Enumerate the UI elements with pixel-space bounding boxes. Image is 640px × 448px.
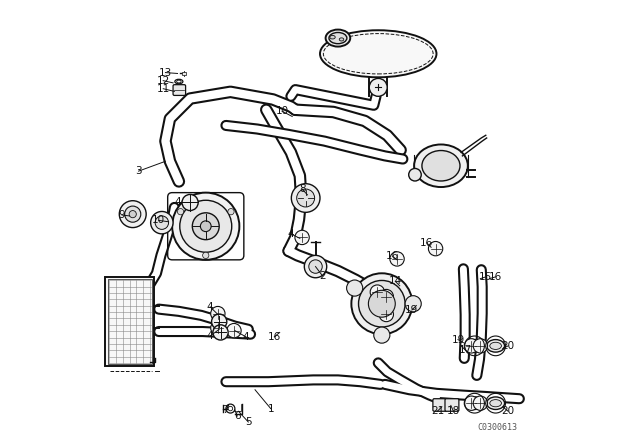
Circle shape: [464, 396, 479, 410]
Text: 19: 19: [451, 335, 465, 345]
Text: 19: 19: [405, 305, 419, 315]
Bar: [108, 279, 152, 364]
Text: 16: 16: [420, 238, 433, 248]
Circle shape: [125, 206, 141, 222]
Circle shape: [390, 252, 404, 266]
Circle shape: [305, 255, 326, 278]
Circle shape: [351, 273, 412, 334]
Circle shape: [211, 321, 225, 335]
Text: 17: 17: [459, 345, 472, 355]
Bar: [106, 277, 154, 366]
Circle shape: [308, 260, 323, 273]
Text: 8: 8: [299, 184, 305, 194]
Ellipse shape: [468, 400, 481, 407]
FancyBboxPatch shape: [433, 399, 447, 411]
Circle shape: [182, 194, 198, 211]
Circle shape: [172, 193, 239, 260]
Text: 20: 20: [502, 406, 515, 416]
Circle shape: [213, 325, 228, 340]
FancyBboxPatch shape: [445, 399, 459, 411]
Circle shape: [155, 216, 168, 229]
Ellipse shape: [490, 342, 502, 349]
Text: 13: 13: [159, 68, 172, 78]
Text: 4: 4: [207, 331, 214, 341]
Circle shape: [150, 211, 173, 234]
Circle shape: [428, 241, 443, 256]
Circle shape: [347, 280, 363, 296]
Circle shape: [119, 201, 146, 228]
Circle shape: [473, 339, 488, 353]
Text: 4: 4: [287, 229, 294, 239]
Text: 1: 1: [268, 404, 274, 414]
Circle shape: [203, 252, 209, 258]
Ellipse shape: [466, 340, 484, 352]
Text: 15: 15: [479, 272, 492, 282]
Circle shape: [228, 209, 234, 215]
Circle shape: [405, 296, 421, 312]
Ellipse shape: [486, 340, 504, 352]
Text: 5: 5: [245, 417, 252, 427]
Circle shape: [211, 306, 225, 321]
Text: 4: 4: [175, 198, 181, 207]
Circle shape: [212, 314, 227, 329]
Ellipse shape: [320, 30, 436, 77]
Text: 6: 6: [234, 411, 241, 421]
Ellipse shape: [329, 32, 347, 43]
Circle shape: [379, 289, 394, 304]
Text: 18: 18: [447, 406, 460, 416]
Text: 16: 16: [489, 272, 502, 282]
Text: 4: 4: [207, 302, 214, 312]
Text: 21: 21: [431, 406, 444, 416]
Text: 2: 2: [319, 271, 326, 280]
Circle shape: [200, 221, 211, 232]
Ellipse shape: [339, 38, 344, 41]
Text: 16: 16: [268, 332, 281, 342]
Text: 12: 12: [157, 76, 170, 86]
Text: 4: 4: [243, 332, 250, 342]
Circle shape: [227, 323, 241, 338]
Circle shape: [473, 396, 488, 410]
Ellipse shape: [330, 35, 335, 39]
Ellipse shape: [326, 30, 350, 47]
Ellipse shape: [490, 400, 502, 407]
Circle shape: [464, 339, 479, 353]
Circle shape: [379, 307, 394, 322]
Circle shape: [297, 189, 315, 207]
Text: 10: 10: [152, 215, 165, 225]
Circle shape: [370, 285, 385, 299]
Circle shape: [374, 327, 390, 343]
Ellipse shape: [466, 397, 484, 409]
Ellipse shape: [414, 144, 468, 187]
Circle shape: [358, 280, 405, 327]
Circle shape: [291, 184, 320, 212]
Text: 10: 10: [275, 106, 289, 116]
Circle shape: [295, 230, 309, 245]
Text: 3: 3: [135, 166, 142, 176]
Circle shape: [409, 168, 421, 181]
Bar: [182, 72, 186, 75]
Circle shape: [369, 290, 396, 317]
Ellipse shape: [422, 151, 460, 181]
Text: 16: 16: [386, 251, 399, 261]
Circle shape: [180, 200, 232, 252]
Text: 14: 14: [388, 276, 402, 286]
Text: 11: 11: [157, 84, 170, 94]
Text: 20: 20: [502, 341, 515, 351]
Circle shape: [369, 78, 387, 96]
Circle shape: [129, 211, 136, 218]
Text: 9: 9: [118, 210, 125, 220]
Circle shape: [192, 213, 219, 240]
Circle shape: [177, 209, 184, 215]
FancyBboxPatch shape: [173, 85, 186, 95]
Text: C0300613: C0300613: [477, 423, 517, 432]
Ellipse shape: [468, 342, 481, 349]
Text: 7: 7: [223, 405, 229, 415]
Ellipse shape: [486, 397, 504, 409]
